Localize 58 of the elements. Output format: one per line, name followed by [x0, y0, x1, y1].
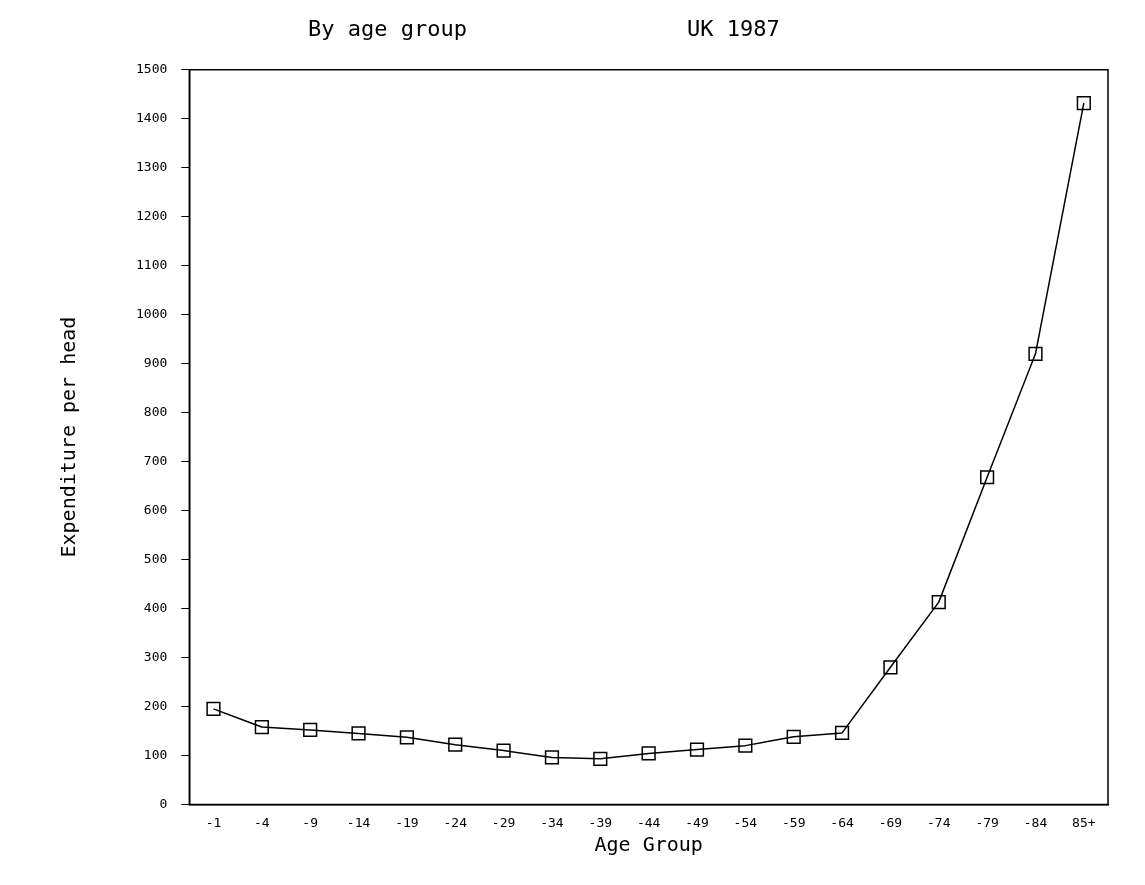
point — [303, 722, 318, 738]
x-tick-label: -14 — [346, 814, 371, 830]
point — [544, 750, 560, 765]
x-tick-label: -24 — [443, 814, 468, 830]
point — [786, 729, 801, 744]
x-tick-label: -84 — [1023, 814, 1048, 830]
y-tick-label: 900 — [143, 355, 168, 371]
y-tick-label: 300 — [143, 648, 168, 664]
y-tick-label: 1000 — [135, 306, 168, 322]
point — [883, 660, 898, 675]
point — [448, 737, 463, 752]
x-tick-label: -19 — [395, 814, 419, 830]
x-tick-label: -74 — [927, 814, 951, 830]
point — [206, 701, 221, 717]
chart-subtitle: UK 1987 — [686, 15, 780, 41]
y-tick-label: 800 — [143, 403, 168, 419]
x-tick-label: -9 — [302, 814, 319, 830]
x-tick-label: -29 — [491, 814, 516, 830]
y-tick-label: 200 — [143, 697, 168, 713]
point — [931, 595, 946, 610]
y-tick-label: 1100 — [135, 257, 168, 273]
point — [351, 726, 366, 741]
x-tick-label: -69 — [878, 814, 903, 830]
x-tick-label: -34 — [540, 814, 564, 830]
y-tick-label: 1200 — [135, 208, 168, 224]
chart-title: By age group — [308, 15, 467, 41]
x-tick-label: -4 — [254, 814, 270, 830]
x-tick-label: -44 — [636, 814, 661, 830]
y-tick-label: 1300 — [135, 159, 168, 175]
point — [496, 743, 511, 758]
x-tick-label: -49 — [685, 814, 709, 830]
y-tick-label: 400 — [143, 599, 168, 615]
y-tick-label: 1500 — [135, 61, 168, 77]
x-tick-label: -64 — [830, 814, 854, 830]
point — [834, 725, 850, 741]
point — [593, 751, 608, 766]
x-tick-label: -79 — [975, 814, 999, 830]
point — [254, 719, 269, 735]
point — [641, 746, 656, 761]
point — [399, 730, 415, 745]
x-tick-label: -54 — [733, 814, 758, 830]
y-tick-label: 700 — [143, 452, 168, 468]
x-tick-label: -1 — [205, 814, 222, 830]
point — [1028, 346, 1043, 361]
point — [1076, 95, 1091, 111]
y-tick-label: 500 — [143, 550, 168, 566]
y-tick-label: 600 — [143, 501, 168, 517]
y-tick-label: 100 — [143, 746, 168, 762]
point — [738, 738, 753, 753]
point — [689, 742, 705, 757]
y-tick-label: 0 — [159, 795, 168, 811]
x-tick-label: -59 — [781, 814, 806, 830]
x-tick-label: 85+ — [1072, 814, 1096, 830]
y-tick-label: 1400 — [135, 110, 168, 126]
x-tick-label: -39 — [588, 814, 613, 830]
y-axis-title: Expenditure per head — [56, 316, 81, 558]
x-axis-title: Age Group — [594, 832, 703, 857]
point — [980, 470, 995, 485]
